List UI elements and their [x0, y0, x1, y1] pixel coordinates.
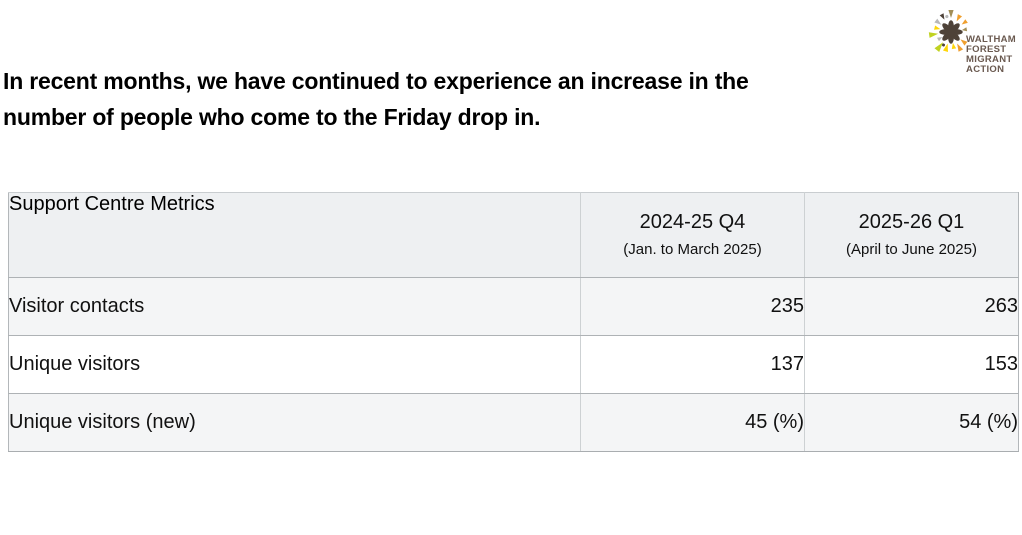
quarter-q4-subtitle: (Jan. to March 2025) — [623, 241, 762, 259]
org-logo: WALTHAM FOREST MIGRANT ACTION — [922, 2, 1016, 75]
row-label: Unique visitors — [8, 335, 581, 394]
metrics-header-cell: Support Centre Metrics — [8, 192, 581, 278]
support-centre-metrics-table: Support Centre Metrics 2024-25 Q4 (Jan. … — [8, 192, 1019, 452]
row-label: Unique visitors (new) — [8, 393, 581, 452]
starburst-icon — [928, 10, 968, 52]
quarter-q1-header-cell: 2025-26 Q1 (April to June 2025) — [804, 192, 1019, 278]
row-q1-value: 263 — [804, 277, 1019, 336]
row-q4-value: 235 — [580, 277, 805, 336]
table-row: Visitor contacts 235 263 — [8, 277, 1019, 336]
row-q1-value: 153 — [804, 335, 1019, 394]
table-header-row: Support Centre Metrics 2024-25 Q4 (Jan. … — [8, 192, 1019, 278]
logo-line: WALTHAM — [966, 34, 1016, 45]
row-q4-value: 137 — [580, 335, 805, 394]
table-row: Unique visitors (new) 45 (%) 54 (%) — [8, 393, 1019, 452]
heading-line-1: In recent months, we have continued to e… — [3, 68, 749, 94]
logo-line: ACTION — [966, 64, 1005, 75]
logo-line: FOREST — [966, 44, 1007, 55]
quarter-q1-subtitle: (April to June 2025) — [846, 241, 977, 259]
logo-line: MIGRANT — [966, 54, 1013, 65]
org-logo-wordmark: WALTHAM FOREST MIGRANT ACTION — [966, 35, 1016, 75]
table-row: Unique visitors 137 153 — [8, 335, 1019, 394]
quarter-q4-title: 2024-25 Q4 — [639, 211, 746, 234]
page-heading: In recent months, we have continued to e… — [3, 63, 923, 135]
row-q1-value: 54 (%) — [804, 393, 1019, 452]
quarter-q4-header-cell: 2024-25 Q4 (Jan. to March 2025) — [580, 192, 805, 278]
heading-line-2: number of people who come to the Friday … — [3, 104, 541, 130]
row-label: Visitor contacts — [8, 277, 581, 336]
quarter-q1-title: 2025-26 Q1 — [858, 211, 965, 234]
row-q4-value: 45 (%) — [580, 393, 805, 452]
